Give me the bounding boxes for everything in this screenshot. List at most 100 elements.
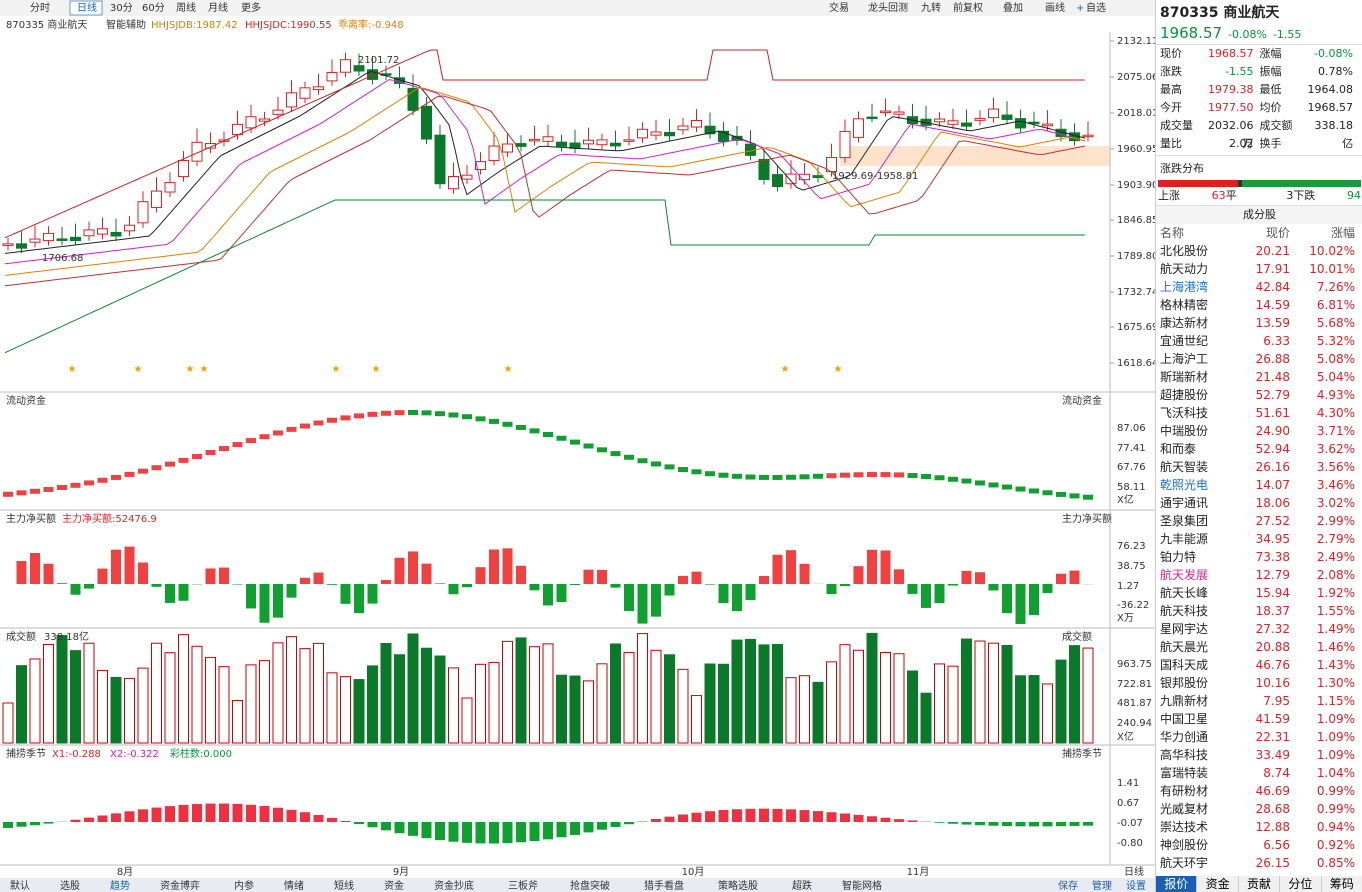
component-row[interactable]: 九丰能源 34.95 2.79% — [1156, 530, 1362, 548]
component-row[interactable]: 康达新材 13.59 5.68% — [1156, 314, 1362, 332]
bottom-tab[interactable]: 内参 — [234, 879, 254, 892]
bottom-tab[interactable]: 策略选股 — [718, 879, 758, 892]
toolbar-button[interactable]: 前复权 — [953, 1, 983, 14]
component-row[interactable]: 富瑞特装 8.74 1.04% — [1156, 764, 1362, 782]
toolbar-button[interactable]: 叠加 — [1003, 2, 1023, 14]
bottom-tab[interactable]: 趋势 — [110, 879, 130, 892]
component-row[interactable]: 中国卫星 41.59 1.09% — [1156, 710, 1362, 728]
toolbar-button[interactable]: 30分 — [110, 2, 133, 14]
component-row[interactable]: 神剑股份 6.56 0.92% — [1156, 836, 1362, 854]
toolbar-button[interactable]: 自选 — [1086, 1, 1106, 14]
flow-bar — [732, 473, 742, 479]
component-row[interactable]: 上海港湾 42.84 7.26% — [1156, 278, 1362, 296]
toolbar-button[interactable]: 日线 — [77, 1, 97, 14]
component-row[interactable]: 圣泉集团 27.52 2.99% — [1156, 512, 1362, 530]
right-tab[interactable]: 资金 — [1197, 876, 1239, 892]
component-row[interactable]: 超捷股份 52.79 4.93% — [1156, 386, 1362, 404]
component-row[interactable]: 星网宇达 27.32 1.49% — [1156, 620, 1362, 638]
volume-bar — [151, 642, 162, 744]
component-row[interactable]: 上海沪工 26.88 5.08% — [1156, 350, 1362, 368]
season-bar — [124, 811, 135, 822]
component-row[interactable]: 崇达技术 12.88 0.94% — [1156, 818, 1362, 836]
component-row[interactable]: 航天科技 18.37 1.55% — [1156, 602, 1362, 620]
right-tab[interactable]: 筹码 — [1322, 876, 1362, 892]
component-row[interactable]: 铂力特 73.38 2.49% — [1156, 548, 1362, 566]
component-row[interactable]: 航天智装 26.16 3.56% — [1156, 458, 1362, 476]
bottom-tab[interactable]: 资金博弈 — [160, 879, 200, 892]
component-row[interactable]: 高华科技 33.49 1.09% — [1156, 746, 1362, 764]
bottom-tab[interactable]: 智能网格 — [842, 879, 882, 892]
component-row[interactable]: 国科天成 46.76 1.43% — [1156, 656, 1362, 674]
component-row[interactable]: 银邦股份 10.16 1.30% — [1156, 674, 1362, 692]
toolbar-button[interactable]: 60分 — [142, 2, 165, 14]
bottom-tab[interactable]: 超跌 — [792, 879, 812, 892]
dist-text: 平 — [1225, 189, 1237, 202]
component-row[interactable]: 光威复材 28.68 0.99% — [1156, 800, 1362, 818]
component-row[interactable]: 通宇通讯 18.06 3.02% — [1156, 494, 1362, 512]
right-tab[interactable]: 分位 — [1280, 876, 1322, 892]
component-row[interactable]: 航天发展 12.79 2.08% — [1156, 566, 1362, 584]
netbuy-bar — [678, 575, 688, 584]
component-name: 超捷股份 — [1160, 388, 1209, 402]
bottom-tab[interactable]: 选股 — [60, 879, 80, 892]
toolbar-button[interactable]: 画线 — [1045, 1, 1065, 14]
bottom-tab[interactable]: 资金抄底 — [434, 879, 474, 892]
component-row[interactable]: 有研粉材 46.69 0.99% — [1156, 782, 1362, 800]
component-row[interactable]: 九鼎新材 7.95 1.15% — [1156, 692, 1362, 710]
flow-bar — [138, 468, 148, 474]
component-row[interactable]: 和而泰 52.94 3.62% — [1156, 440, 1362, 458]
season-bar — [394, 822, 405, 834]
candle — [542, 136, 554, 142]
bottom-tab[interactable]: 抢盘突破 — [570, 879, 610, 892]
component-price: 20.21 — [1255, 244, 1290, 258]
volume-bar — [43, 643, 54, 744]
component-row[interactable]: 飞沃科技 51.61 4.30% — [1156, 404, 1362, 422]
toolbar-button[interactable]: 交易 — [829, 1, 849, 14]
change: -1.55 — [1272, 28, 1302, 41]
flow-bar — [1056, 491, 1066, 497]
component-row[interactable]: 中瑞股份 24.90 3.71% — [1156, 422, 1362, 440]
toolbar-button[interactable]: 九转 — [921, 1, 941, 14]
toolbar-button[interactable]: 周线 — [176, 1, 196, 14]
bottom-button[interactable]: 设置 — [1126, 880, 1146, 892]
right-tab[interactable]: 报价 — [1156, 876, 1198, 892]
netbuy-bar — [1056, 573, 1066, 584]
ma-line — [4, 87, 1086, 276]
component-row[interactable]: 华力创通 22.31 1.09% — [1156, 728, 1362, 746]
bottom-tab[interactable]: 默认 — [10, 879, 30, 892]
component-row[interactable]: 航天动力 17.91 10.01% — [1156, 260, 1362, 278]
flow-bar — [475, 416, 486, 422]
flow-bar — [529, 428, 540, 434]
component-row[interactable]: 宜通世纪 6.33 5.32% — [1156, 332, 1362, 350]
netbuy-bar — [448, 584, 459, 595]
bottom-tab[interactable]: 三板斧 — [508, 879, 538, 892]
bottom-tab[interactable]: 资金 — [384, 879, 404, 892]
toolbar-button[interactable]: 更多 — [241, 1, 261, 14]
toolbar-button[interactable]: 龙头回测 — [868, 1, 908, 14]
toolbar-button[interactable]: 分时 — [30, 2, 50, 14]
component-row[interactable]: 航天长峰 15.94 1.92% — [1156, 584, 1362, 602]
bottom-tab[interactable]: 猎手看盘 — [644, 879, 684, 892]
component-row[interactable]: 北化股份 20.21 10.02% — [1156, 242, 1362, 260]
component-row[interactable]: 航天晨光 20.88 1.46% — [1156, 638, 1362, 656]
component-row[interactable]: 斯瑞新材 21.48 5.04% — [1156, 368, 1362, 386]
season-bar — [543, 822, 553, 840]
bottom-tab[interactable]: 情绪 — [284, 879, 304, 892]
bottom-button[interactable]: 保存 — [1058, 879, 1078, 892]
right-tab[interactable]: 贡献 — [1239, 876, 1281, 892]
volume-bar — [218, 666, 230, 744]
flow-bar — [1015, 486, 1026, 492]
flow-bar — [30, 488, 40, 494]
period-label[interactable]: 日线 — [1124, 865, 1144, 878]
component-row[interactable]: 乾照光电 14.07 3.46% — [1156, 476, 1362, 494]
bottom-button[interactable]: 管理 — [1092, 879, 1112, 892]
bottom-tab[interactable]: 短线 — [334, 879, 354, 892]
candle — [272, 109, 284, 115]
component-row[interactable]: 航天环宇 26.15 0.85% — [1156, 854, 1362, 872]
component-row[interactable]: 格林精密 14.59 6.81% — [1156, 296, 1362, 314]
y-tick-label: 963.75 — [1117, 659, 1152, 670]
season-bar — [273, 807, 283, 822]
flow-bar — [1083, 494, 1093, 500]
toolbar-button[interactable]: 月线 — [208, 1, 228, 14]
